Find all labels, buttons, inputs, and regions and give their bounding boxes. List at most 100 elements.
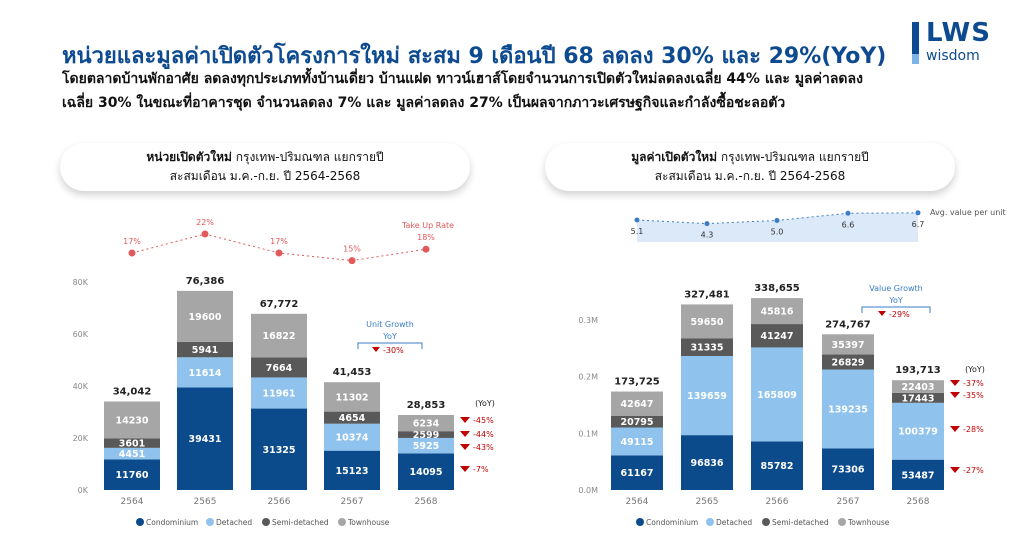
units-chart-subtitle: สะสมเดือน ม.ค.-ก.ย. ปี 2564-2568	[169, 169, 361, 183]
down-triangle-icon	[950, 467, 960, 473]
units-bar-value: 39431	[188, 434, 221, 445]
value-line-point	[845, 210, 851, 216]
value-x-tick: 2565	[696, 497, 719, 507]
units-bar-semi-detached	[324, 411, 380, 424]
value-bar-value: 35397	[831, 340, 864, 351]
units-bar-value: 11961	[262, 389, 295, 400]
units-y-tick: 60K	[73, 330, 89, 339]
units-x-tick: 2567	[341, 497, 364, 507]
units-bar-total: 67,772	[260, 299, 299, 310]
value-bar-detached	[611, 427, 663, 456]
value-bar-value: 85782	[760, 461, 793, 472]
units-line-point	[348, 257, 356, 265]
value-yoy-value: -27%	[963, 466, 984, 475]
take-up-rate-label: Take Up Rate	[401, 221, 454, 230]
legend-townhouse: Townhouse	[347, 518, 390, 527]
units-bar-detached	[324, 423, 380, 451]
units-yoy-value: -45%	[473, 416, 494, 425]
value-growth-label: Value Growth	[869, 284, 922, 293]
units-y-tick: 0K	[78, 486, 89, 495]
units-bar-value: 19600	[188, 312, 221, 323]
units-x-tick: 2566	[268, 497, 291, 507]
value-y-tick: 0.3M	[578, 316, 598, 325]
legend-marker-semi-detached	[762, 518, 770, 526]
down-triangle-icon	[460, 431, 470, 437]
value-bar-townhouse	[751, 298, 803, 325]
legend-semi-detached: Semi-detached	[272, 518, 329, 527]
units-bar-townhouse	[104, 401, 160, 439]
summary-line-2: เฉลี่ย 30% ในขณะที่อาคารชุด จำนวนลดลง 7%…	[62, 95, 786, 111]
value-bar-townhouse	[681, 304, 733, 339]
units-bar-detached	[251, 377, 307, 409]
units-growth-label: Unit Growth	[366, 320, 414, 329]
summary-line-1: โดยตลาดบ้านพักอาศัย ลดลงทุกประเภททั้งบ้า…	[62, 71, 863, 87]
units-bar-detached	[177, 357, 233, 388]
value-bar-townhouse	[611, 391, 663, 416]
value-bar-value: 31335	[690, 343, 723, 354]
value-line-label: 6.6	[842, 220, 855, 229]
value-line-point	[774, 217, 780, 223]
value-bar-semi-detached	[751, 324, 803, 348]
units-x-tick: 2564	[121, 497, 144, 507]
units-growth-value: -30%	[383, 346, 404, 355]
units-bar-value: 6234	[413, 419, 440, 430]
value-bar-total: 173,725	[614, 377, 660, 388]
legend-condominium: Condominium	[646, 518, 698, 527]
units-bar-semi-detached	[177, 341, 233, 358]
units-bar-townhouse	[324, 382, 380, 412]
value-bar-value: 49115	[620, 437, 653, 448]
units-chart-title-bold: หน่วยเปิดตัวใหม่	[146, 150, 232, 164]
page-title: หน่วยและมูลค่าเปิดตัวโครงการใหม่ สะสม 9 …	[62, 44, 887, 69]
value-bar-condominium	[611, 455, 663, 490]
value-y-tick: 0.2M	[578, 373, 598, 382]
value-bar-condominium	[751, 441, 803, 490]
value-chart-subtitle: สะสมเดือน ม.ค.-ก.ย. ปี 2564-2568	[654, 169, 846, 183]
value-bar-detached	[681, 355, 733, 436]
down-triangle-icon	[460, 444, 470, 450]
legend-marker-townhouse	[338, 518, 346, 526]
value-bar-townhouse	[892, 380, 944, 393]
units-bar-condominium	[324, 450, 380, 490]
units-bar-value: 5941	[192, 345, 218, 356]
units-yoy-value: -43%	[473, 443, 494, 452]
units-line-label: 22%	[196, 218, 214, 227]
units-bar-condominium	[177, 387, 233, 490]
units-bar-detached	[104, 447, 160, 460]
units-bar-value: 2599	[413, 430, 439, 441]
units-bar-total: 34,042	[113, 386, 152, 397]
value-bar-total: 274,767	[825, 319, 871, 330]
value-line-label: 5.1	[631, 227, 644, 236]
value-line-point	[704, 221, 710, 227]
value-line-label: 6.7	[912, 220, 925, 229]
value-line-label: 5.0	[771, 227, 784, 236]
units-line-point	[275, 249, 283, 257]
value-bar-semi-detached	[681, 338, 733, 356]
value-bar-value: 100379	[898, 427, 938, 438]
units-bar-total: 76,386	[186, 276, 225, 287]
down-triangle-icon	[460, 417, 470, 423]
value-bar-value: 165809	[757, 390, 797, 401]
units-bar-detached	[398, 437, 454, 454]
units-line-point	[128, 249, 136, 257]
down-triangle-icon	[372, 347, 380, 352]
units-bar-townhouse	[251, 313, 307, 358]
units-bar-value: 4654	[339, 413, 366, 424]
value-yoy-value: -28%	[963, 425, 984, 434]
units-chart-title: กรุงเทพ-ปริมณฑล แยกรายปี	[231, 150, 384, 164]
value-bar-condominium	[822, 448, 874, 490]
value-bar-value: 59650	[690, 317, 723, 328]
value-line-label: 4.3	[701, 231, 714, 240]
legend-marker-detached	[206, 518, 214, 526]
value-line-point	[634, 217, 640, 223]
legend-marker-condominium	[136, 518, 144, 526]
value-bar-total: 193,713	[895, 365, 941, 376]
units-bar-condominium	[398, 453, 454, 490]
units-x-tick: 2568	[415, 497, 438, 507]
units-bar-value: 7664	[266, 363, 293, 374]
units-bar-semi-detached	[398, 431, 454, 438]
units-bar-value: 5925	[413, 441, 439, 452]
value-bar-value: 42647	[620, 399, 653, 410]
units-bar-value: 14230	[115, 415, 148, 426]
value-growth-bracket	[861, 306, 931, 313]
avg-value-band	[637, 212, 918, 242]
